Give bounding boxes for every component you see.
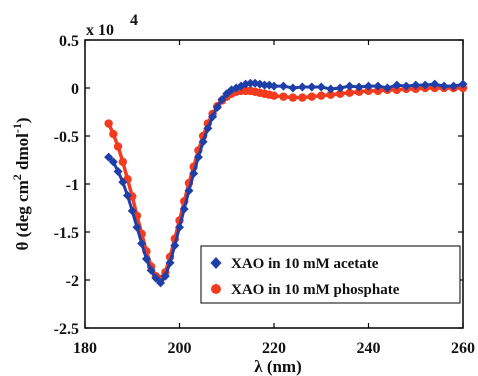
y-tick-label: -1 xyxy=(66,177,79,194)
y-tick-label: -2.5 xyxy=(54,321,79,338)
data-point xyxy=(317,91,326,100)
data-point xyxy=(354,87,364,97)
data-point xyxy=(373,81,383,91)
data-point xyxy=(108,157,118,167)
data-point xyxy=(208,112,218,122)
data-point xyxy=(364,81,373,91)
data-point xyxy=(156,278,166,288)
legend-box xyxy=(200,245,461,304)
data-point xyxy=(269,91,279,100)
x-tick-label: 180 xyxy=(73,340,97,357)
data-point xyxy=(184,186,194,196)
y-tick-label: -2 xyxy=(66,273,79,290)
data-point xyxy=(170,240,180,250)
data-point xyxy=(198,137,208,147)
data-point xyxy=(118,157,128,167)
legend-label-acetate: XAO in 10 mM acetate xyxy=(231,256,379,272)
data-point xyxy=(354,82,364,92)
data-point xyxy=(245,78,255,88)
data-point xyxy=(401,81,411,91)
y-multiplier-exponent: 4 xyxy=(130,12,138,29)
data-point xyxy=(307,92,316,101)
x-tick-label: 200 xyxy=(168,340,192,357)
data-point xyxy=(189,168,199,178)
data-point xyxy=(113,142,123,151)
y-axis-label-end: ) xyxy=(13,117,32,123)
data-point xyxy=(179,204,189,214)
y-axis-label-mid: dmol xyxy=(13,133,32,174)
data-point xyxy=(288,83,298,93)
data-point xyxy=(439,81,449,91)
data-point xyxy=(326,90,335,99)
y-axis-label-main: θ (deg cm xyxy=(13,180,32,250)
data-point xyxy=(316,82,326,92)
legend-label-phosphate: XAO in 10 mM phosphate xyxy=(231,282,400,298)
data-point xyxy=(137,239,147,249)
data-point xyxy=(132,222,142,232)
legend-marker-phosphate xyxy=(211,284,221,294)
y-tick-label: -1.5 xyxy=(54,225,79,242)
data-point xyxy=(175,222,184,232)
data-point xyxy=(279,92,288,101)
y-axis-label-sup2: -1 xyxy=(10,123,24,133)
data-point xyxy=(127,206,137,216)
data-point xyxy=(212,102,222,112)
data-point xyxy=(458,79,468,89)
data-point xyxy=(298,93,307,102)
x-axis-label: λ (nm) xyxy=(254,357,302,376)
data-point xyxy=(288,93,298,102)
data-point xyxy=(307,82,317,92)
data-point xyxy=(269,81,279,91)
data-point xyxy=(326,84,336,94)
data-point xyxy=(203,123,213,133)
series-layer xyxy=(104,78,468,288)
x-tick-label: 260 xyxy=(451,340,475,357)
series-acetate xyxy=(104,78,468,288)
data-point xyxy=(109,129,118,139)
data-point xyxy=(449,81,459,91)
data-point xyxy=(411,80,421,90)
data-point xyxy=(193,152,203,162)
y-tick-label: -0.5 xyxy=(54,129,79,146)
data-point xyxy=(118,177,128,187)
data-point xyxy=(345,88,354,98)
data-point xyxy=(335,83,345,93)
data-point xyxy=(430,79,440,89)
x-tick-label: 240 xyxy=(357,340,381,357)
data-point xyxy=(104,152,114,162)
legend: XAO in 10 mM acetate XAO in 10 mM phosph… xyxy=(200,245,461,304)
data-point xyxy=(364,86,373,96)
data-point xyxy=(382,83,392,93)
x-tick-label: 220 xyxy=(262,340,286,357)
data-point xyxy=(392,85,402,95)
x-axis: 180 200 220 240 260 xyxy=(73,40,475,357)
data-point xyxy=(278,81,288,91)
y-axis-label-sup1: 2 xyxy=(10,174,24,180)
y-axis-label: θ (deg cm2 dmol-1) xyxy=(10,117,32,250)
data-point xyxy=(335,89,345,98)
data-point xyxy=(420,80,430,90)
data-point xyxy=(165,258,175,268)
data-point xyxy=(104,119,113,128)
y-tick-label: 0.5 xyxy=(59,33,79,50)
legend-marker-acetate xyxy=(210,257,222,269)
data-point xyxy=(146,265,156,275)
data-point xyxy=(373,86,383,96)
data-point xyxy=(217,95,227,105)
y-tick-label: 0 xyxy=(71,81,79,98)
data-point xyxy=(141,254,151,264)
y-multiplier: x 10 xyxy=(86,22,114,39)
data-point xyxy=(297,82,307,92)
data-point xyxy=(113,167,123,177)
data-point xyxy=(160,271,170,281)
data-point xyxy=(123,191,133,201)
data-point xyxy=(260,80,270,90)
data-point xyxy=(392,80,402,90)
data-point xyxy=(345,81,355,91)
y-axis: -2.5 -2 -1.5 -1 -0.5 0 0.5 xyxy=(54,33,463,338)
data-point xyxy=(151,273,161,283)
